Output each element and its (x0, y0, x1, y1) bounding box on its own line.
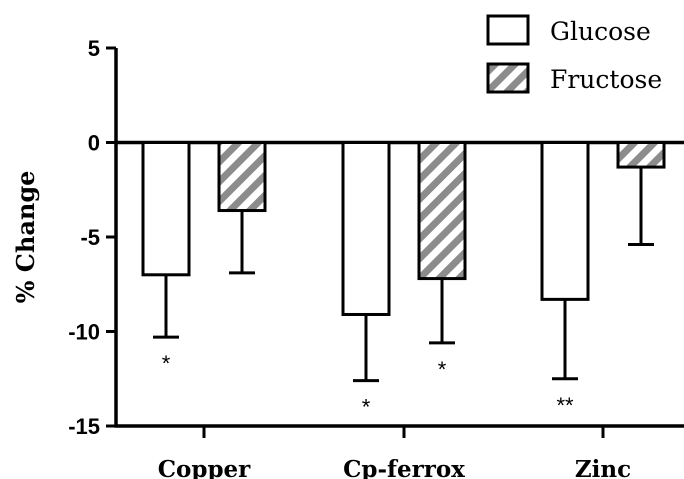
legend-swatch-fructose (486, 62, 530, 94)
legend-label-glucose: Glucose (550, 17, 651, 46)
x-tick-label: Zinc (575, 456, 631, 479)
bar-glucose-cp-ferrox (341, 141, 391, 316)
bar-glucose-copper (141, 141, 191, 277)
y-tick-label: 0 (88, 131, 100, 156)
bar-fructose-cp-ferrox (417, 141, 467, 281)
significance-marker: * (162, 351, 171, 376)
significance-marker: ** (556, 393, 574, 418)
axes (106, 46, 684, 438)
y-tick-label: -10 (68, 320, 100, 345)
bar-fructose-copper (217, 141, 267, 213)
x-tick-label: Cp-ferrox (343, 456, 465, 479)
significance-marker: * (362, 395, 371, 420)
bar-fructose-zinc (616, 141, 666, 169)
bar-glucose-zinc (540, 141, 590, 301)
legend-label-fructose: Fructose (550, 65, 662, 94)
y-tick-label: -5 (80, 225, 100, 250)
y-axis-title: % Change (11, 171, 40, 304)
legend: Glucose Fructose (486, 14, 662, 94)
bars (141, 141, 666, 383)
y-tick-label: 5 (88, 36, 100, 61)
legend-swatch-glucose (486, 14, 530, 46)
significance-marker: * (438, 357, 447, 382)
y-tick-label: -15 (68, 414, 100, 439)
x-tick-label: Copper (158, 456, 251, 479)
